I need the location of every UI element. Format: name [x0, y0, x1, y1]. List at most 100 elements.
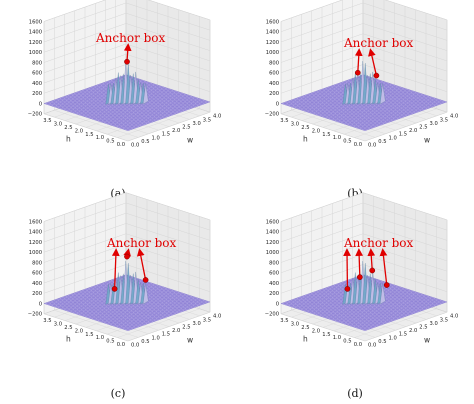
z-tick-label: 400 — [269, 81, 279, 87]
w-tick-label: 1.0 — [389, 135, 397, 141]
w-tick-label: 2.0 — [409, 128, 417, 134]
h-tick-label: 0.0 — [117, 342, 125, 348]
z-tick-label: 800 — [269, 60, 279, 66]
z-tick-label: 200 — [269, 291, 279, 297]
w-tick-label: 1.0 — [389, 335, 397, 341]
anchor-point — [142, 277, 149, 283]
w-tick-label: 2.5 — [419, 125, 427, 131]
w-tick-label: 1.0 — [152, 335, 160, 341]
h-tick-label: 2.5 — [64, 325, 72, 331]
surface-peak — [379, 83, 386, 105]
anchor-box-label: Anchor box — [95, 31, 166, 45]
h-tick-label: 3.5 — [280, 118, 288, 124]
h-tick-label: 0.5 — [106, 339, 114, 345]
z-tick-label: 1600 — [266, 19, 279, 25]
w-tick-label: 3.5 — [203, 117, 211, 123]
h-tick-label: 2.0 — [75, 128, 83, 134]
z-tick-label: −200 — [28, 312, 42, 318]
z-gridline — [43, 0, 211, 22]
z-tick-label: 400 — [32, 81, 42, 87]
h-axis-label: h — [303, 334, 308, 343]
w-tick-label: 3.5 — [203, 317, 211, 323]
z-tick-label: 1400 — [266, 230, 279, 236]
anchor-arrow — [355, 248, 364, 278]
anchor-box-label: Anchor box — [343, 236, 414, 250]
w-tick-label: 3.5 — [440, 117, 448, 123]
z-tick-label: 1000 — [29, 250, 42, 256]
z-tick-label: 0 — [276, 301, 279, 307]
h-tick-label: 2.0 — [312, 128, 320, 134]
h-tick-label: 2.5 — [301, 325, 309, 331]
surface-mesh-line — [285, 275, 368, 306]
w-tick-label: 0.5 — [378, 339, 386, 345]
z-tick-label: 1200 — [266, 40, 279, 46]
anchor-arrow — [368, 48, 378, 76]
w-tick-label: 0.0 — [131, 143, 139, 149]
w-tick-label: 3.0 — [430, 321, 438, 327]
h-tick-label: 3.5 — [280, 318, 288, 324]
anchor-arrow — [367, 248, 376, 271]
w-tick-label: 3.5 — [440, 317, 448, 323]
h-tick-label: 2.5 — [64, 125, 72, 131]
z-tick-label: 1600 — [29, 19, 42, 25]
anchor-point — [373, 72, 380, 79]
h-tick-label: 2.0 — [312, 328, 320, 334]
h-tick-label: 2.5 — [301, 125, 309, 131]
h-axis-label: h — [66, 334, 71, 343]
h-tick-label: 1.0 — [96, 335, 104, 341]
w-tick-label: 1.5 — [399, 132, 407, 138]
anchor-point — [124, 58, 130, 65]
surface-mesh-line — [354, 77, 439, 105]
surface-mesh-line — [362, 274, 448, 303]
surface-mesh-line — [364, 101, 448, 131]
w-tick-label: 2.0 — [172, 128, 180, 134]
w-tick-label: 4.0 — [213, 114, 221, 120]
h-tick-label: 0.5 — [343, 339, 351, 345]
anchor-point — [124, 253, 130, 260]
anchor-arrow — [354, 48, 363, 73]
surface-peak — [142, 83, 149, 105]
anchor-point — [383, 282, 390, 288]
z-tick-label: −200 — [265, 312, 279, 318]
panel-b: −200020040060080010001200140016003.53.02… — [265, 0, 458, 200]
surface-mesh-line — [125, 74, 211, 103]
h-tick-label: 0.0 — [354, 142, 362, 148]
surface-mesh-line — [48, 75, 131, 106]
h-tick-label: 3.0 — [54, 122, 62, 128]
anchor-point — [357, 274, 363, 280]
h-tick-label: 0.5 — [343, 139, 351, 145]
w-tick-label: 4.0 — [450, 114, 458, 120]
z-tick-label: 1400 — [29, 30, 42, 36]
w-tick-label: 2.0 — [172, 328, 180, 334]
panel-d: −200020040060080010001200140016003.53.02… — [265, 192, 458, 400]
surface-mesh-line — [48, 275, 131, 306]
surface-mesh-line — [285, 75, 368, 106]
w-tick-label: 1.0 — [152, 135, 160, 141]
surface-mesh-line — [43, 74, 127, 104]
z-tick-label: 0 — [276, 101, 279, 107]
surface-mesh-line — [283, 275, 366, 305]
h-tick-label: 1.0 — [333, 335, 341, 341]
anchor-box-label: Anchor box — [106, 236, 177, 250]
z-tick-label: 1000 — [266, 250, 279, 256]
h-tick-label: 1.0 — [96, 135, 104, 141]
w-tick-label: 0.0 — [368, 143, 376, 149]
surface-mesh-line — [117, 77, 202, 105]
w-tick-label: 1.5 — [399, 332, 407, 338]
z-tick-label: 200 — [269, 91, 279, 97]
z-tick-label: −200 — [265, 112, 279, 118]
anchor-point — [354, 69, 361, 76]
z-tick-label: 400 — [32, 281, 42, 287]
surface-mesh-line — [280, 74, 364, 104]
anchor-arrow — [136, 248, 147, 281]
surface-mesh-line — [125, 274, 211, 303]
surface-mesh-line — [46, 75, 129, 105]
panel-caption: (c) — [111, 387, 126, 400]
w-tick-label: 2.5 — [419, 325, 427, 331]
w-tick-label: 1.5 — [162, 132, 170, 138]
z-tick-label: 1200 — [29, 240, 42, 246]
w-tick-label: 3.0 — [193, 321, 201, 327]
surface-mesh-line — [362, 74, 448, 103]
z-tick-label: 200 — [32, 291, 42, 297]
